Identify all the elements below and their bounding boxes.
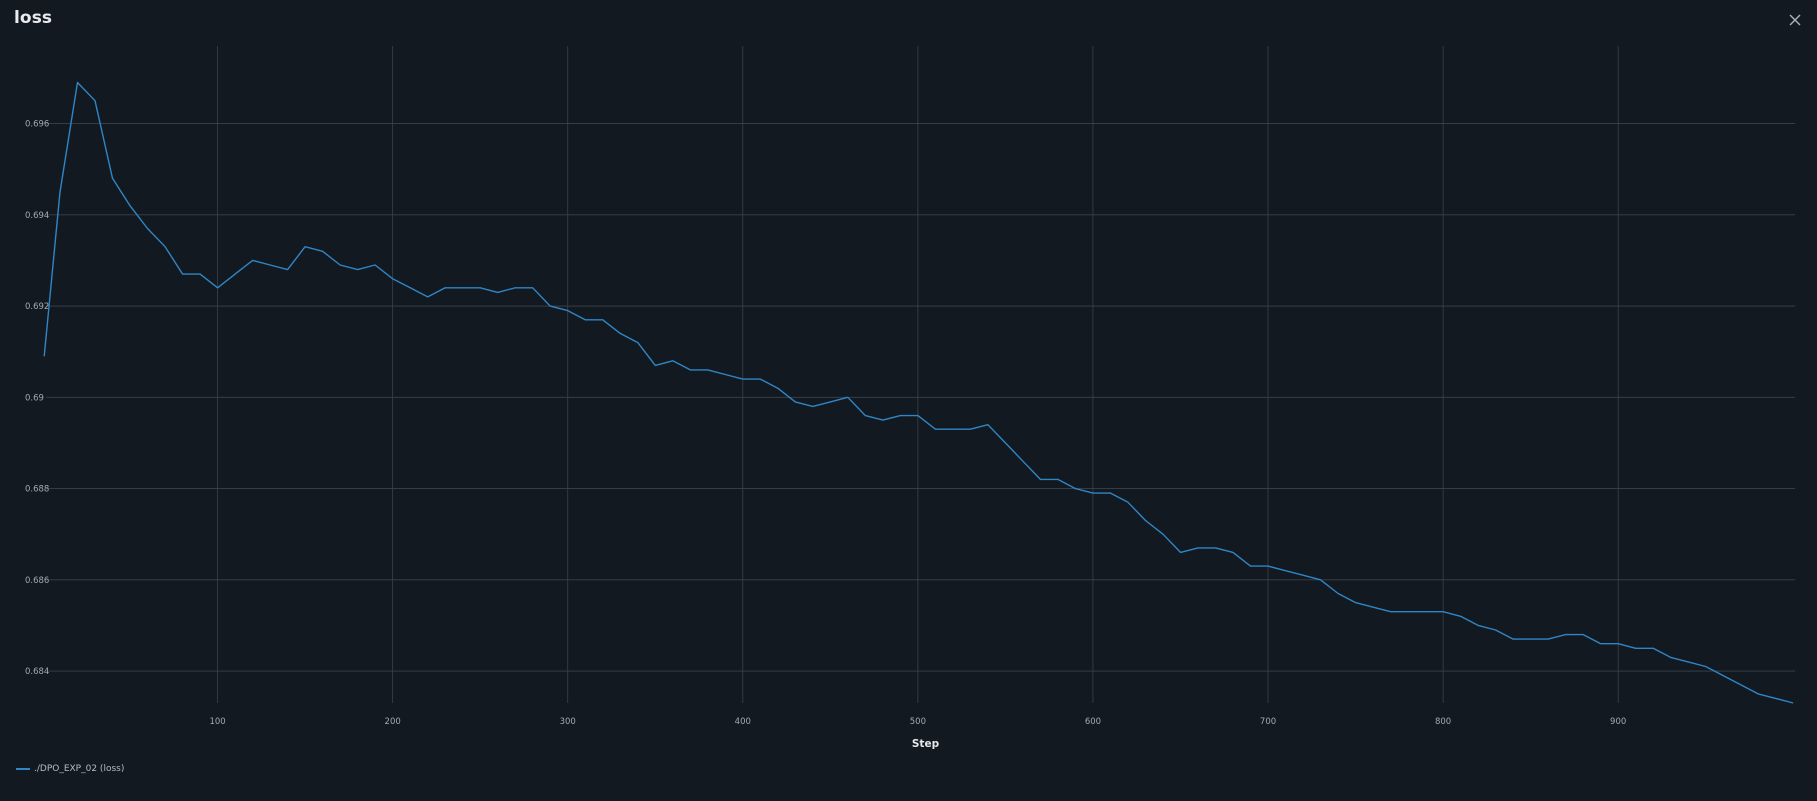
x-tick-label: 200	[385, 717, 401, 727]
x-tick-label: 800	[1435, 717, 1451, 727]
legend-label: ./DPO_EXP_02 (loss)	[34, 764, 125, 774]
y-tick-label: 0.688	[25, 485, 49, 495]
y-tick-label: 0.684	[25, 667, 49, 677]
y-tick-label: 0.696	[25, 120, 49, 130]
y-tick-label: 0.692	[25, 302, 49, 312]
y-tick-label: 0.69	[25, 393, 44, 403]
x-axis-label: Step	[912, 738, 940, 750]
y-tick-label: 0.694	[25, 211, 49, 221]
x-tick-label: 900	[1610, 717, 1626, 727]
legend[interactable]: ./DPO_EXP_02 (loss)	[16, 764, 124, 774]
x-tick-label: 300	[560, 717, 576, 727]
x-tick-label: 700	[1260, 717, 1276, 727]
legend-swatch	[16, 768, 30, 770]
close-icon[interactable]	[1785, 10, 1805, 30]
x-tick-label: 100	[209, 717, 225, 727]
x-tick-label: 500	[910, 717, 926, 727]
series-line	[43, 81, 1794, 704]
y-tick-label: 0.686	[25, 576, 49, 586]
x-tick-label: 600	[1085, 717, 1101, 727]
x-tick-label: 400	[735, 717, 751, 727]
chart-title: loss	[14, 8, 53, 28]
